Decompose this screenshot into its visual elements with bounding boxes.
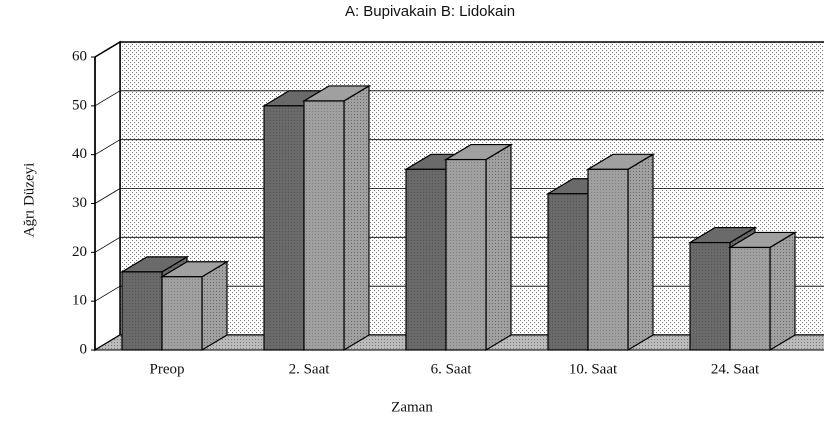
bar-side-shade	[770, 232, 795, 350]
bar-texture	[730, 247, 770, 350]
x-axis-label: Zaman	[391, 399, 433, 415]
bar-texture	[548, 193, 588, 350]
bar-texture	[264, 105, 304, 350]
bar-side-shade	[628, 154, 653, 350]
bar-texture	[162, 276, 202, 350]
bar-texture	[588, 169, 628, 350]
x-tick-label: 24. Saat	[711, 361, 760, 377]
grid-line	[94, 236, 121, 253]
bar-texture	[446, 159, 486, 350]
y-tick-label: 20	[72, 244, 87, 260]
grid-line	[94, 188, 121, 204]
x-tick-label: 6. Saat	[431, 361, 473, 377]
bar-texture	[690, 242, 730, 350]
bar-texture	[122, 271, 162, 350]
y-tick-label: 60	[72, 48, 87, 64]
y-tick-label: 40	[72, 146, 87, 162]
bar-side-shade	[344, 85, 369, 350]
bar-side-shade	[202, 261, 227, 350]
bar-texture	[406, 169, 446, 350]
y-tick-label: 0	[80, 341, 88, 357]
grid-line	[94, 41, 121, 58]
grid-line	[94, 285, 121, 302]
bar-side-shade	[486, 144, 511, 350]
x-tick-label: 2. Saat	[289, 361, 331, 377]
bar-texture	[304, 100, 344, 350]
x-tick-label: 10. Saat	[569, 361, 618, 377]
grid-line	[94, 139, 121, 156]
y-tick-label: 50	[72, 97, 87, 113]
y-axis-label: Ağrı Düzeyi	[21, 163, 37, 238]
y-tick-label: 30	[72, 195, 87, 211]
grid-line	[94, 90, 121, 107]
grid-line	[94, 334, 121, 351]
x-tick-label: Preop	[150, 361, 185, 377]
chart-title: A: Bupivakain B: Lidokain	[345, 3, 515, 20]
y-tick-label: 10	[72, 293, 87, 309]
